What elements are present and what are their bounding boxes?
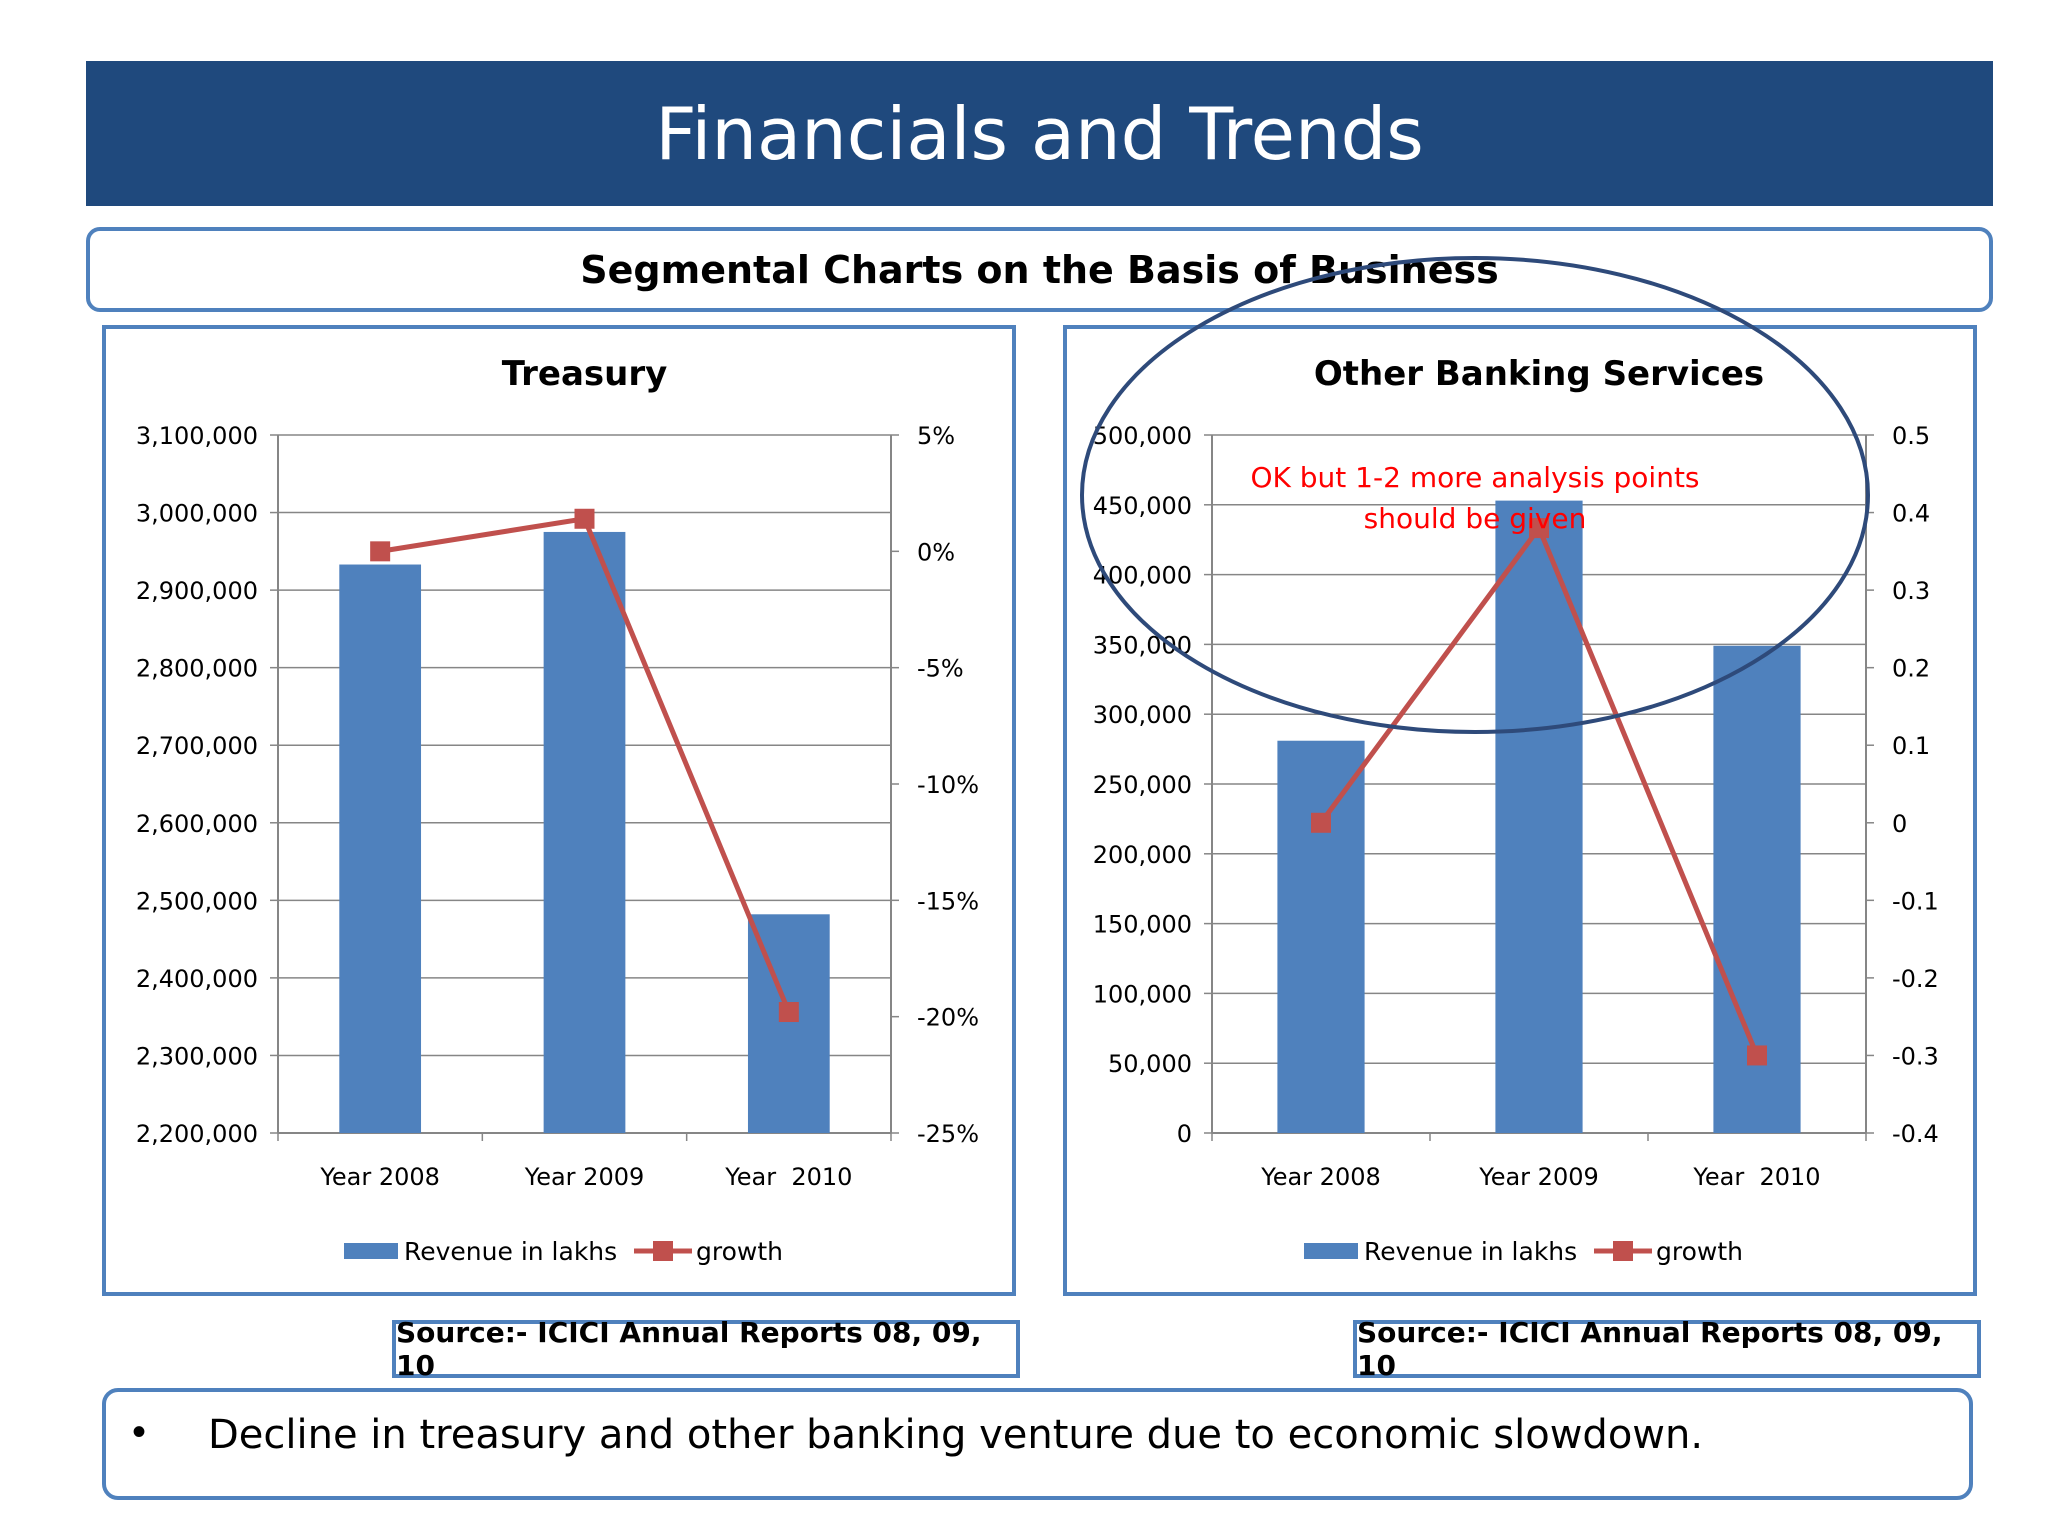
y2-tick-label: -25% <box>917 1120 979 1148</box>
y-tick-label: 500,000 <box>1093 422 1192 450</box>
chart-title: Treasury <box>502 354 668 394</box>
y-tick-label: 2,600,000 <box>136 810 258 838</box>
section-subtitle: Segmental Charts on the Basis of Busines… <box>580 247 1499 292</box>
x-tick-label: Year 2008 <box>1260 1163 1381 1191</box>
other-banking-chart-panel: Other Banking Services 500,000 450,000 400,… <box>1063 325 1977 1296</box>
y2-tick-label: -10% <box>917 771 979 799</box>
y-tick-label: 100,000 <box>1093 980 1192 1008</box>
source-text-left: Source:- ICICI Annual Reports 08, 09, 10 <box>396 1316 982 1382</box>
x-tick-label: Year 2009 <box>524 1163 645 1191</box>
page-title: Financials and Trends <box>655 91 1424 176</box>
bullet-box: • Decline in treasury and other banking … <box>102 1388 1973 1500</box>
legend-bar-swatch <box>344 1243 398 1259</box>
y2-tick-label: 5% <box>917 422 955 450</box>
source-note-right: Source:- ICICI Annual Reports 08, 09, 10 <box>1353 1316 1981 1382</box>
title-banner: Financials and Trends <box>86 61 1993 206</box>
bar <box>1277 740 1365 1133</box>
y-tick-label: 0 <box>1177 1120 1192 1148</box>
legend-line-label: growth <box>696 1237 783 1266</box>
y-tick-label: 350,000 <box>1093 631 1192 659</box>
y2-tick-label: -15% <box>917 887 979 915</box>
growth-marker <box>1529 518 1549 539</box>
y2-tick-label: 0% <box>917 538 955 566</box>
y2-tick-label: -0.4 <box>1892 1120 1939 1148</box>
y-tick-label: 2,300,000 <box>136 1042 258 1070</box>
growth-marker <box>778 1002 799 1023</box>
y2-tick-label: 0.4 <box>1892 500 1930 528</box>
y2-tick-label: 0.1 <box>1892 732 1930 760</box>
legend-line-marker <box>653 1241 673 1261</box>
growth-marker <box>1311 812 1331 833</box>
y-tick-label: 450,000 <box>1093 492 1192 520</box>
chart-title: Other Banking Services <box>1314 354 1764 394</box>
y2-tick-label: -20% <box>917 1004 979 1032</box>
y2-tick-label: -0.3 <box>1892 1042 1939 1070</box>
y2-tick-label: 0 <box>1892 810 1907 838</box>
x-tick-label: Year 2008 <box>319 1163 440 1191</box>
legend-bar-label: Revenue in lakhs <box>1364 1237 1577 1266</box>
other-banking-chart: Other Banking Services 500,000 450,000 400,… <box>1093 354 1939 1266</box>
treasury-chart: Treasury 3,100,000 3,000,000 2,900,000 2,800… <box>136 354 979 1266</box>
x-tick-label: Year 2009 <box>1478 1163 1599 1191</box>
x-tick-label: Year 2010 <box>724 1163 852 1191</box>
y2-tick-label: -0.2 <box>1892 965 1939 993</box>
y-tick-label: 2,700,000 <box>136 732 258 760</box>
legend-bar-label: Revenue in lakhs <box>404 1237 617 1266</box>
y2-tick-label: -5% <box>917 655 964 683</box>
growth-marker <box>370 541 391 562</box>
y-tick-label: 2,800,000 <box>136 655 258 683</box>
source-text-right: Source:- ICICI Annual Reports 08, 09, 10 <box>1357 1316 1943 1382</box>
y-tick-label: 300,000 <box>1093 701 1192 729</box>
y-tick-label: 2,400,000 <box>136 965 258 993</box>
bar <box>339 564 422 1133</box>
treasury-chart-panel: Treasury 3,100,000 3,000,000 2,900,000 2,800… <box>102 325 1016 1296</box>
bullet-text: Decline in treasury and other banking ve… <box>208 1412 1704 1458</box>
y2-tick-label: 0.2 <box>1892 655 1930 683</box>
y-tick-label: 400,000 <box>1093 562 1192 590</box>
y2-tick-label: 0.5 <box>1892 422 1930 450</box>
y-tick-label: 2,200,000 <box>136 1120 258 1148</box>
y-tick-label: 250,000 <box>1093 771 1192 799</box>
y-tick-label: 2,500,000 <box>136 887 258 915</box>
bullet-marker: • <box>132 1410 147 1454</box>
y-tick-label: 150,000 <box>1093 911 1192 939</box>
y-tick-label: 2,900,000 <box>136 577 258 605</box>
legend-bar-swatch <box>1304 1243 1358 1259</box>
source-note-left: Source:- ICICI Annual Reports 08, 09, 10 <box>392 1316 1020 1382</box>
y2-tick-label: -0.1 <box>1892 887 1939 915</box>
y2-tick-label: 0.3 <box>1892 577 1930 605</box>
y-tick-label: 3,000,000 <box>136 500 258 528</box>
legend-line-marker <box>1613 1241 1633 1261</box>
y-tick-label: 3,100,000 <box>136 422 258 450</box>
y-tick-label: 200,000 <box>1093 841 1192 869</box>
subtitle-box: Segmental Charts on the Basis of Busines… <box>86 227 1993 312</box>
growth-marker <box>574 508 595 529</box>
x-tick-label: Year 2010 <box>1692 1163 1820 1191</box>
legend-line-label: growth <box>1656 1237 1743 1266</box>
y-tick-label: 50,000 <box>1108 1050 1192 1078</box>
growth-marker <box>1747 1045 1767 1066</box>
bar <box>543 531 626 1133</box>
